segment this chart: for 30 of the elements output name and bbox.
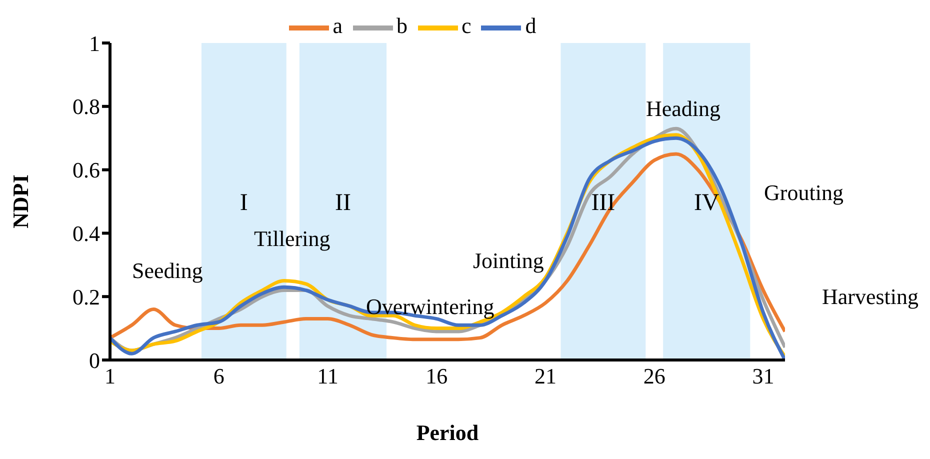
annotation: Jointing	[473, 248, 544, 274]
annotation: Seeding	[132, 258, 203, 284]
x-tick-label: 26	[643, 364, 666, 389]
y-tick-label: 1	[89, 30, 100, 56]
x-tick-label: 6	[213, 364, 224, 389]
annotation: Overwintering	[366, 294, 494, 320]
band-label: IV	[694, 190, 720, 216]
y-tick-label: 0.2	[72, 284, 100, 310]
x-tick-label: 1	[104, 364, 116, 389]
x-tick-label: 16	[426, 364, 448, 389]
legend-label: c	[462, 13, 472, 38]
annotation: Tillering	[254, 226, 330, 252]
band-label: II	[334, 190, 351, 216]
legend-label: a	[332, 13, 342, 38]
annotation: Grouting	[764, 180, 844, 206]
band-label: I	[240, 190, 248, 216]
x-tick-label: 31	[752, 364, 774, 389]
annotation: Heading	[646, 96, 721, 122]
y-tick-label: 0.8	[72, 94, 100, 120]
legend-label: d	[525, 13, 536, 38]
y-axis-title: NDPI	[8, 174, 33, 228]
y-tick-label: 0.6	[72, 158, 100, 183]
x-axis-title: Period	[416, 420, 479, 445]
band-label: III	[591, 190, 616, 216]
x-tick-label: 21	[534, 364, 556, 389]
y-tick-label: 0.4	[72, 221, 100, 246]
legend-label: b	[396, 13, 408, 38]
x-tick-label: 11	[317, 364, 338, 389]
y-tick-label: 0	[89, 348, 100, 373]
text: Harvesting	[822, 284, 919, 310]
